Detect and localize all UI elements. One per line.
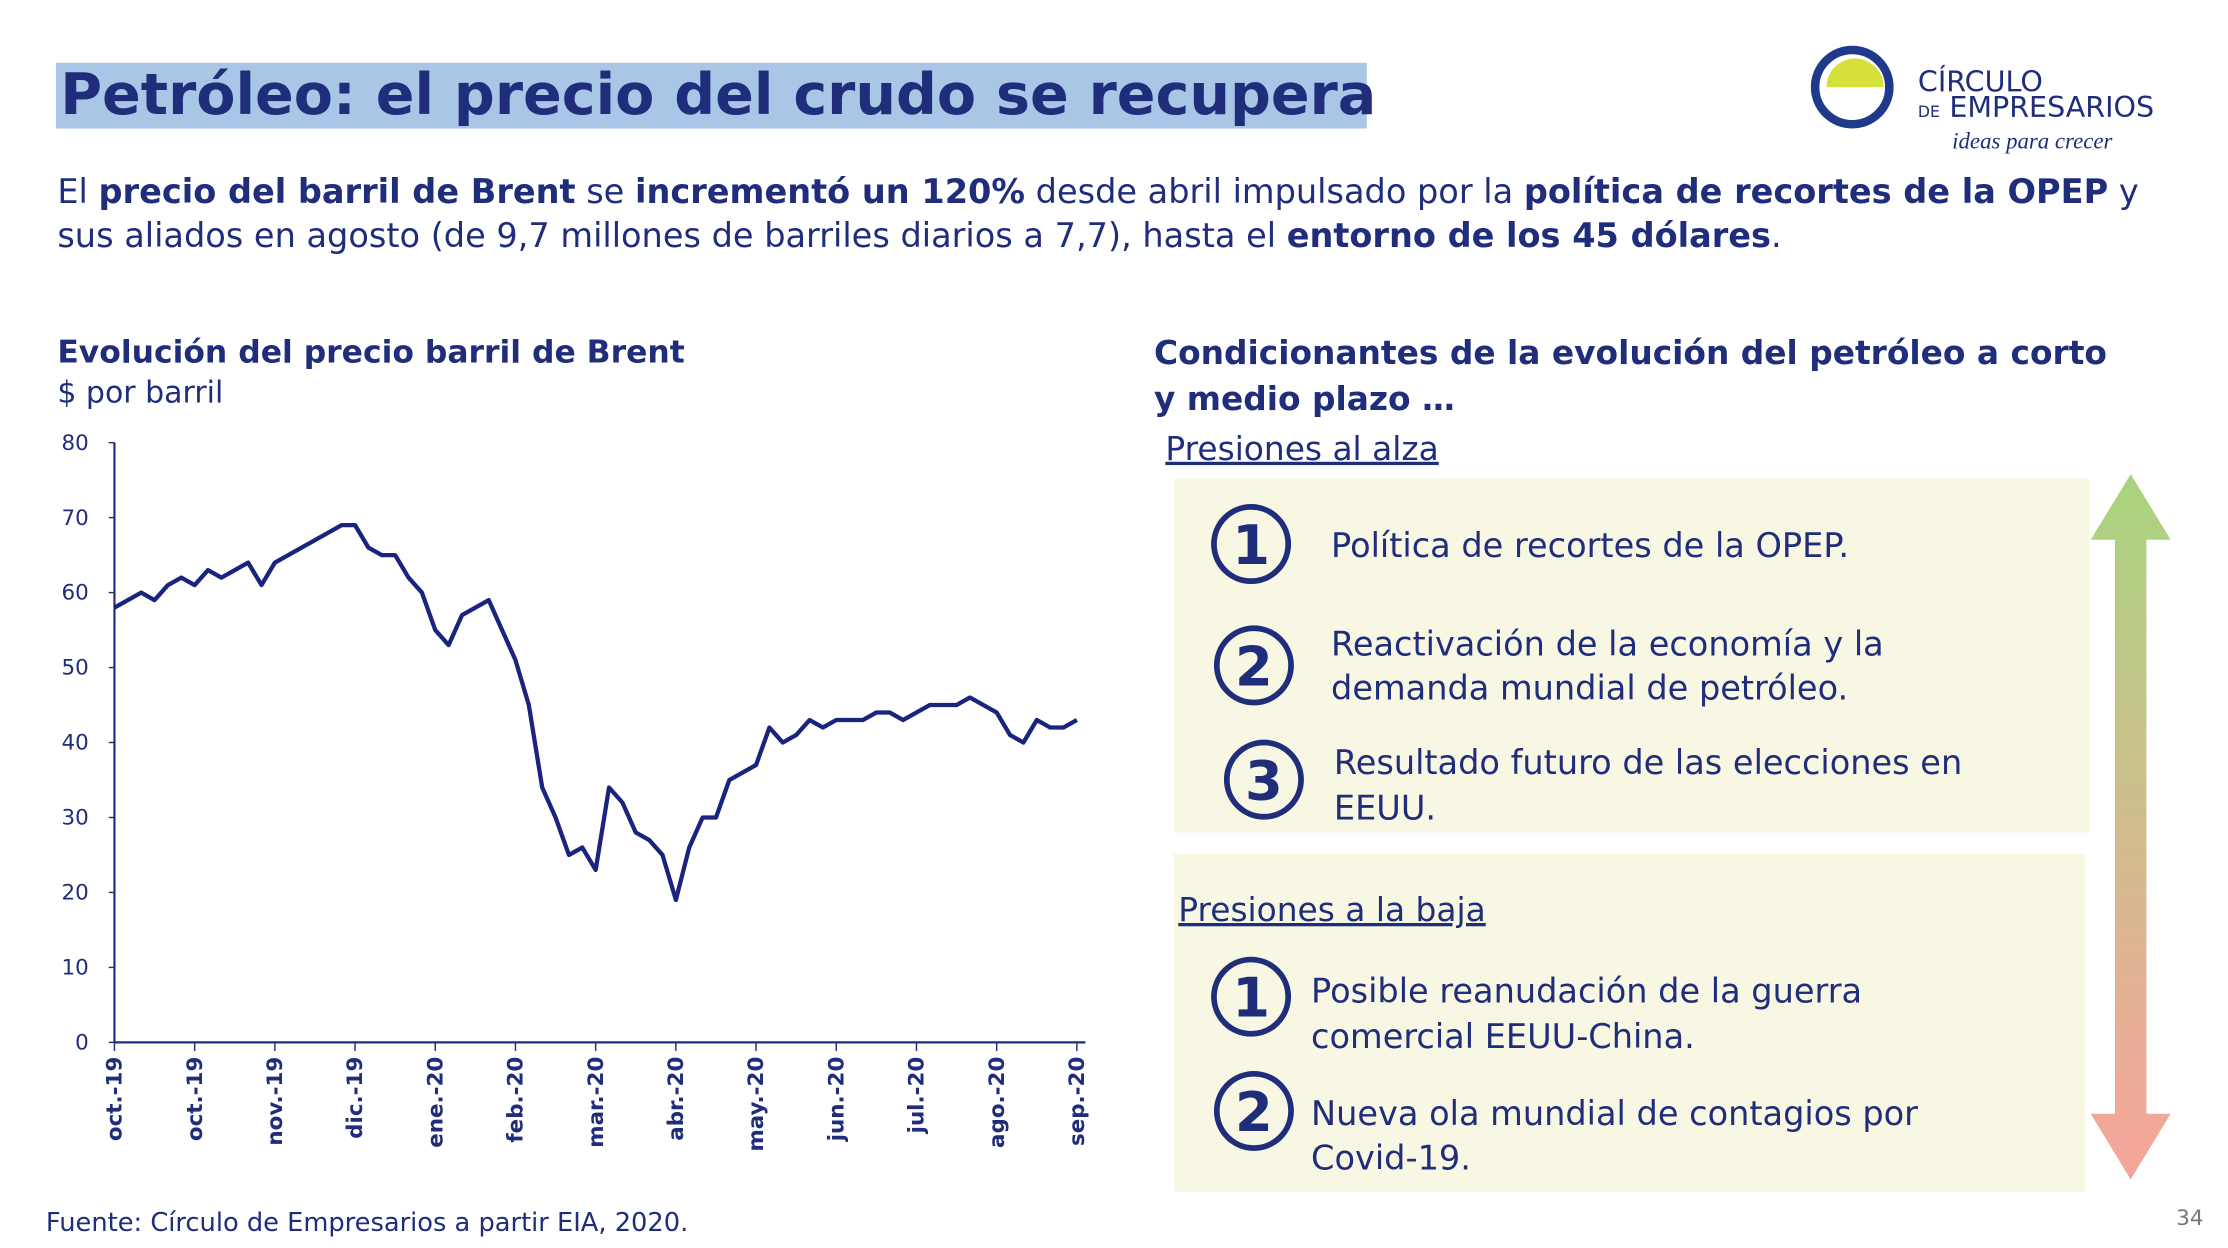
y-tick-label: 70 [62,506,89,531]
x-tick-label: ago.-20 [985,1057,1010,1148]
item-text: Nueva ola mundial de contagios por [1311,1094,1918,1133]
number: 1 [1232,967,1270,1030]
pressure-arrow [2090,474,2171,1180]
number-circle [1211,956,1292,1037]
y-tick-label: 80 [62,431,89,456]
chart: 0 10 20 30 40 50 60 70 80 oct.-19 oct.-19 nov.-19 di… [62,431,1091,1152]
y-tick-label: 20 [62,881,89,906]
item-text: Reactivación de la economía y la [1331,624,1884,663]
slide-title: Petróleo: el precio del crudo se recuper… [60,62,1376,128]
panel-heading: Condicionantes de la evolución del petró… [1154,334,2107,372]
item-text: Covid-19. [1311,1138,1471,1177]
intro-segment: sus aliados en agosto (de 9,7 millones d… [57,216,1286,255]
number: 2 [1235,635,1273,698]
items: 1 Política de recortes de la OPEP. 2 Reacti… [1211,504,1962,1177]
item-text: comercial EEUU-China. [1311,1017,1695,1056]
chart-title: Evolución del precio barril de Brent [57,335,684,371]
x-tick-label: mar.-20 [584,1057,609,1148]
y-tick-label: 60 [62,581,89,606]
intro-segment: El [57,172,98,211]
number-circle [1213,625,1294,706]
logo-name-bottom: EMPRESARIOS [1949,90,2154,124]
source: Fuente: Círculo de Empresarios a partir … [46,1208,688,1238]
item-text: demanda mundial de petróleo. [1331,669,1848,708]
x-tick-label: feb.-20 [504,1057,529,1143]
intro-segment: precio del barril de Brent [99,172,576,211]
intro-segment: desde abril impulsado por la [1025,172,1524,211]
number: 3 [1245,750,1283,813]
x-tick-label: nov.-19 [263,1057,288,1146]
chart-subtitle: $ por barril [57,376,223,411]
x-tick-label: oct.-19 [103,1057,128,1141]
intro-segment: . [1771,216,1782,255]
number-circle [1211,504,1292,585]
number-circle [1213,1070,1294,1151]
logo-name-top: CÍRCULO [1918,64,2043,98]
x-tick-label: dic.-19 [343,1057,368,1139]
intro-line: sus aliados en agosto (de 9,7 millones d… [57,216,1781,255]
page-number: 34 [2176,1206,2203,1231]
item-text: EEUU. [1334,789,1436,828]
x-tick-label: jul.-20 [905,1057,930,1135]
y-tick-label: 10 [62,956,89,981]
y-tick-label: 50 [62,656,89,681]
x-tick-label: sep.-20 [1065,1057,1090,1146]
title-highlight [55,62,1367,129]
logo-prefix: DE [1918,102,1940,121]
down-label: Presiones a la baja [1178,891,1485,929]
x-tick-label: ene.-20 [423,1057,448,1148]
number-circle [1223,739,1304,820]
number: 2 [1235,1081,1273,1144]
price-line [113,522,1078,903]
intro-segment: se [576,172,635,211]
up-box [1173,478,2090,833]
intro-segment: y [2108,172,2139,211]
item-text: Resultado futuro de las elecciones en [1334,743,1962,782]
y-tick-label: 0 [75,1031,89,1056]
x-tick-label: oct.-19 [183,1057,208,1141]
logo: CÍRCULO DE EMPRESARIOS ideas para crecer [1810,45,2154,154]
intro-segment: política de recortes de la OPEP [1524,172,2108,211]
item-text: Posible reanudación de la guerra [1311,971,1862,1010]
x-tick-label: jun.-20 [824,1057,849,1143]
panel-heading: y medio plazo … [1154,380,1455,418]
down-box [1173,853,2085,1193]
intro-line: El precio del barril de Brent se increme… [57,172,2138,211]
item-text: Política de recortes de la OPEP. [1331,526,1849,565]
intro: El precio del barril de Brent se increme… [57,172,2138,255]
intro-segment: incrementó un 120% [635,172,1025,211]
logo-ring [1810,45,1894,129]
y-tick-label: 40 [62,731,89,756]
x-tick-label: may.-20 [744,1057,769,1152]
logo-sun [1826,58,1884,88]
number: 1 [1232,514,1270,577]
up-label: Presiones al alza [1165,430,1438,468]
intro-segment: entorno de los 45 dólares [1287,216,1771,255]
y-tick-label: 30 [62,806,89,831]
logo-tagline: ideas para crecer [1952,129,2112,154]
x-tick-label: abr.-20 [664,1057,689,1141]
